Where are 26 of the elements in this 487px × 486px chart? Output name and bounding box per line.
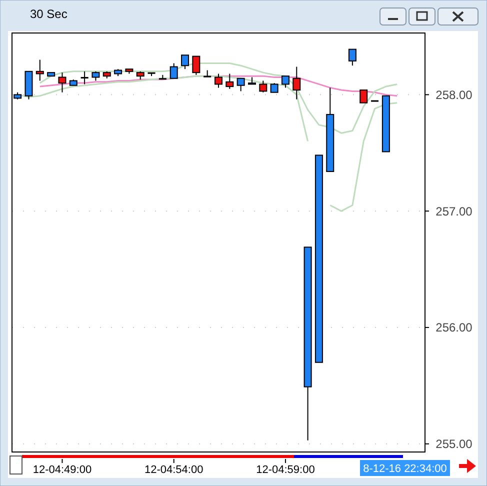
candlestick [36, 59, 44, 82]
candlestick [360, 90, 368, 104]
chart-title: 30 Sec [30, 7, 68, 21]
candlestick [236, 78, 245, 92]
candlestick [348, 48, 356, 66]
y-tick-label: 258.00 [436, 88, 473, 102]
candlestick [281, 76, 290, 88]
candlestick [181, 54, 190, 70]
candlestick [270, 82, 278, 93]
candlestick [259, 80, 268, 93]
y-tick-label: 255.00 [436, 437, 473, 452]
x-tick-label: 12-04:54:00 [144, 464, 204, 476]
candlestick [292, 66, 301, 100]
text: 8-12-16 22:34:00 [363, 463, 447, 475]
candlestick [214, 73, 222, 88]
y-tick-label: 256.00 [436, 320, 473, 335]
candlestick [58, 72, 66, 93]
x-tick-label: 12-04:49:00 [32, 464, 92, 476]
y-tick-label: 257.00 [436, 204, 473, 218]
candlestick [170, 62, 178, 79]
candlestick [92, 70, 100, 82]
candlestick [80, 70, 88, 85]
x-tick-label: 12-04:59:00 [256, 464, 315, 476]
candlestick [204, 70, 212, 78]
candlestick [226, 73, 234, 90]
candlestick [192, 56, 200, 76]
